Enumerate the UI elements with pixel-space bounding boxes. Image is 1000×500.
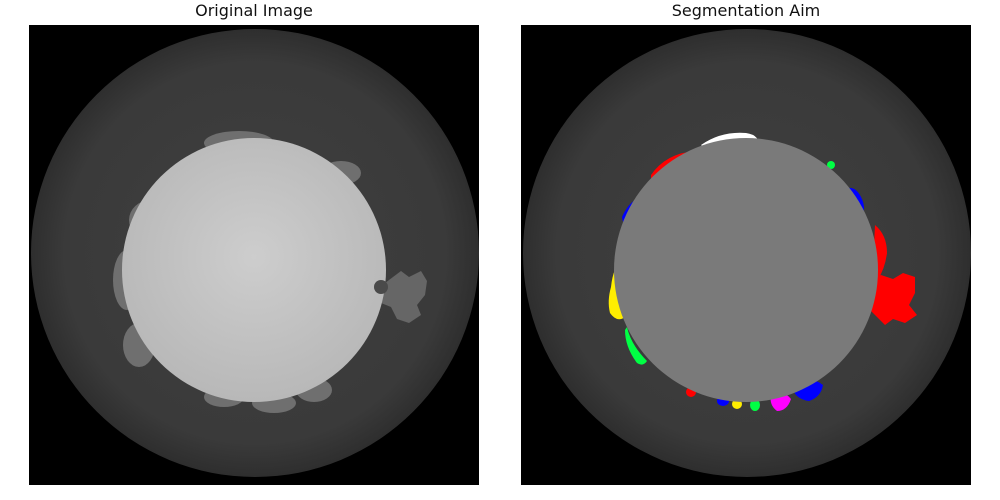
defect-spot	[374, 280, 388, 294]
fragment-right	[381, 271, 427, 323]
segmentation-panel	[521, 25, 971, 485]
sample-core	[614, 138, 878, 402]
segmentation-image	[521, 25, 971, 485]
sample-core	[122, 138, 386, 402]
original-image-panel	[29, 25, 479, 485]
segmentation-panel-title: Segmentation Aim	[671, 1, 821, 20]
segment-red-fragment	[867, 273, 917, 325]
original-ct-image	[29, 25, 479, 485]
segment-green-left	[625, 327, 647, 365]
original-panel-title: Original Image	[195, 1, 313, 20]
segment-green-top-right	[827, 161, 835, 169]
segment-green-bottom	[750, 399, 760, 411]
